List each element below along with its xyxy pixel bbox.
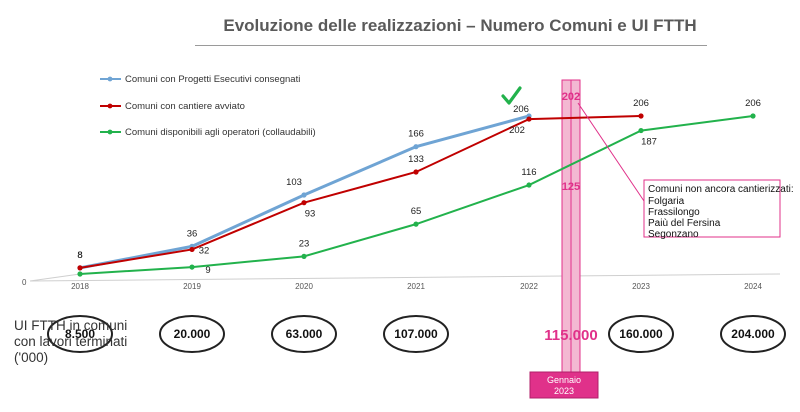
data-label: 36 [187, 228, 198, 239]
highlight-bottom-value: 115.000 [544, 327, 597, 344]
annotation-heading: Comuni non ancora cantierizzati: [648, 184, 794, 195]
ui-value-label: 63.000 [286, 327, 323, 341]
legend-label: Comuni disponibili agli operatori (colla… [125, 127, 316, 138]
legend-marker [107, 103, 113, 109]
x-tick-label: 2024 [744, 282, 762, 291]
series-line-1 [79, 115, 642, 269]
highlight-date-line1: Gennaio [547, 375, 581, 385]
highlight-date-box [529, 371, 599, 399]
data-label: 103 [286, 177, 302, 188]
annotation-item: Segonzano [648, 229, 699, 240]
ui-ftth-label: UI FTTH in comuni con lavori terminati (… [14, 318, 128, 365]
x-tick-label: 2018 [71, 282, 89, 291]
ui-value-ellipse [271, 315, 337, 353]
annotation-box [643, 179, 781, 238]
legend-marker [107, 129, 113, 135]
ui-value-label: 204.000 [731, 327, 775, 341]
ui-value-label: 160.000 [619, 327, 663, 341]
data-point [413, 144, 419, 150]
data-point [189, 264, 195, 270]
data-point [189, 246, 195, 253]
ui-value-label: 8.500 [65, 327, 95, 341]
x-tick-label: 2023 [632, 282, 650, 291]
data-label: 65 [411, 206, 422, 217]
ui-value-ellipse [47, 315, 113, 353]
ui-value-label: 107.000 [394, 327, 438, 341]
legend-label: Comuni con cantiere avviato [125, 101, 245, 112]
data-label: 133 [408, 154, 424, 165]
zero-connector [29, 273, 81, 282]
data-point [638, 113, 644, 119]
data-point [301, 253, 307, 259]
title-divider [195, 45, 707, 46]
data-label: 166 [408, 129, 424, 140]
highlight-top-value: 202 [562, 91, 580, 103]
ui-value-label: 20.000 [174, 327, 211, 341]
data-point [526, 116, 532, 122]
data-point [413, 221, 419, 227]
annotation-arrow [577, 102, 647, 205]
data-label: 206 [513, 104, 529, 115]
annotation-item: Folgaria [648, 196, 685, 207]
data-point [77, 271, 83, 277]
highlight-date-line2: 2023 [554, 386, 574, 396]
ui-value-ellipse [159, 315, 225, 353]
data-label: 32 [199, 245, 210, 256]
data-point [750, 113, 756, 119]
y-zero-label: 0 [22, 278, 27, 287]
annotation-item: Paiù del Fersina [648, 218, 721, 229]
ui-value-ellipse [608, 315, 674, 353]
data-label: 202 [509, 125, 525, 136]
data-point [301, 192, 307, 198]
highlight-mid-value: 125 [562, 181, 580, 193]
data-label: 187 [641, 137, 657, 148]
data-label: 8 [77, 250, 82, 261]
data-label: 8 [77, 250, 82, 261]
data-label: 9 [205, 265, 210, 276]
data-point [301, 200, 307, 206]
data-label: 206 [633, 98, 649, 109]
legend-label: Comuni con Progetti Esecutivi consegnati [125, 74, 300, 85]
legend-marker [107, 76, 113, 82]
data-label: 116 [521, 167, 536, 178]
ui-value-ellipse [720, 315, 786, 353]
data-point [413, 169, 419, 175]
data-label: 206 [745, 98, 761, 109]
x-axis-baseline [29, 273, 781, 282]
chart-title: Evoluzione delle realizzazioni – Numero … [223, 16, 697, 35]
ui-value-ellipse [383, 315, 449, 353]
data-point [638, 127, 644, 134]
data-point [526, 182, 532, 188]
check-icon [501, 86, 522, 105]
x-tick-label: 2019 [183, 282, 201, 291]
x-tick-label: 2020 [295, 282, 313, 291]
x-tick-label: 2021 [407, 282, 425, 291]
data-label: 23 [299, 238, 310, 249]
data-point [77, 265, 83, 271]
annotation-item: Frassilongo [648, 207, 700, 218]
data-label: 93 [305, 209, 316, 220]
x-tick-label: 2022 [520, 282, 538, 291]
